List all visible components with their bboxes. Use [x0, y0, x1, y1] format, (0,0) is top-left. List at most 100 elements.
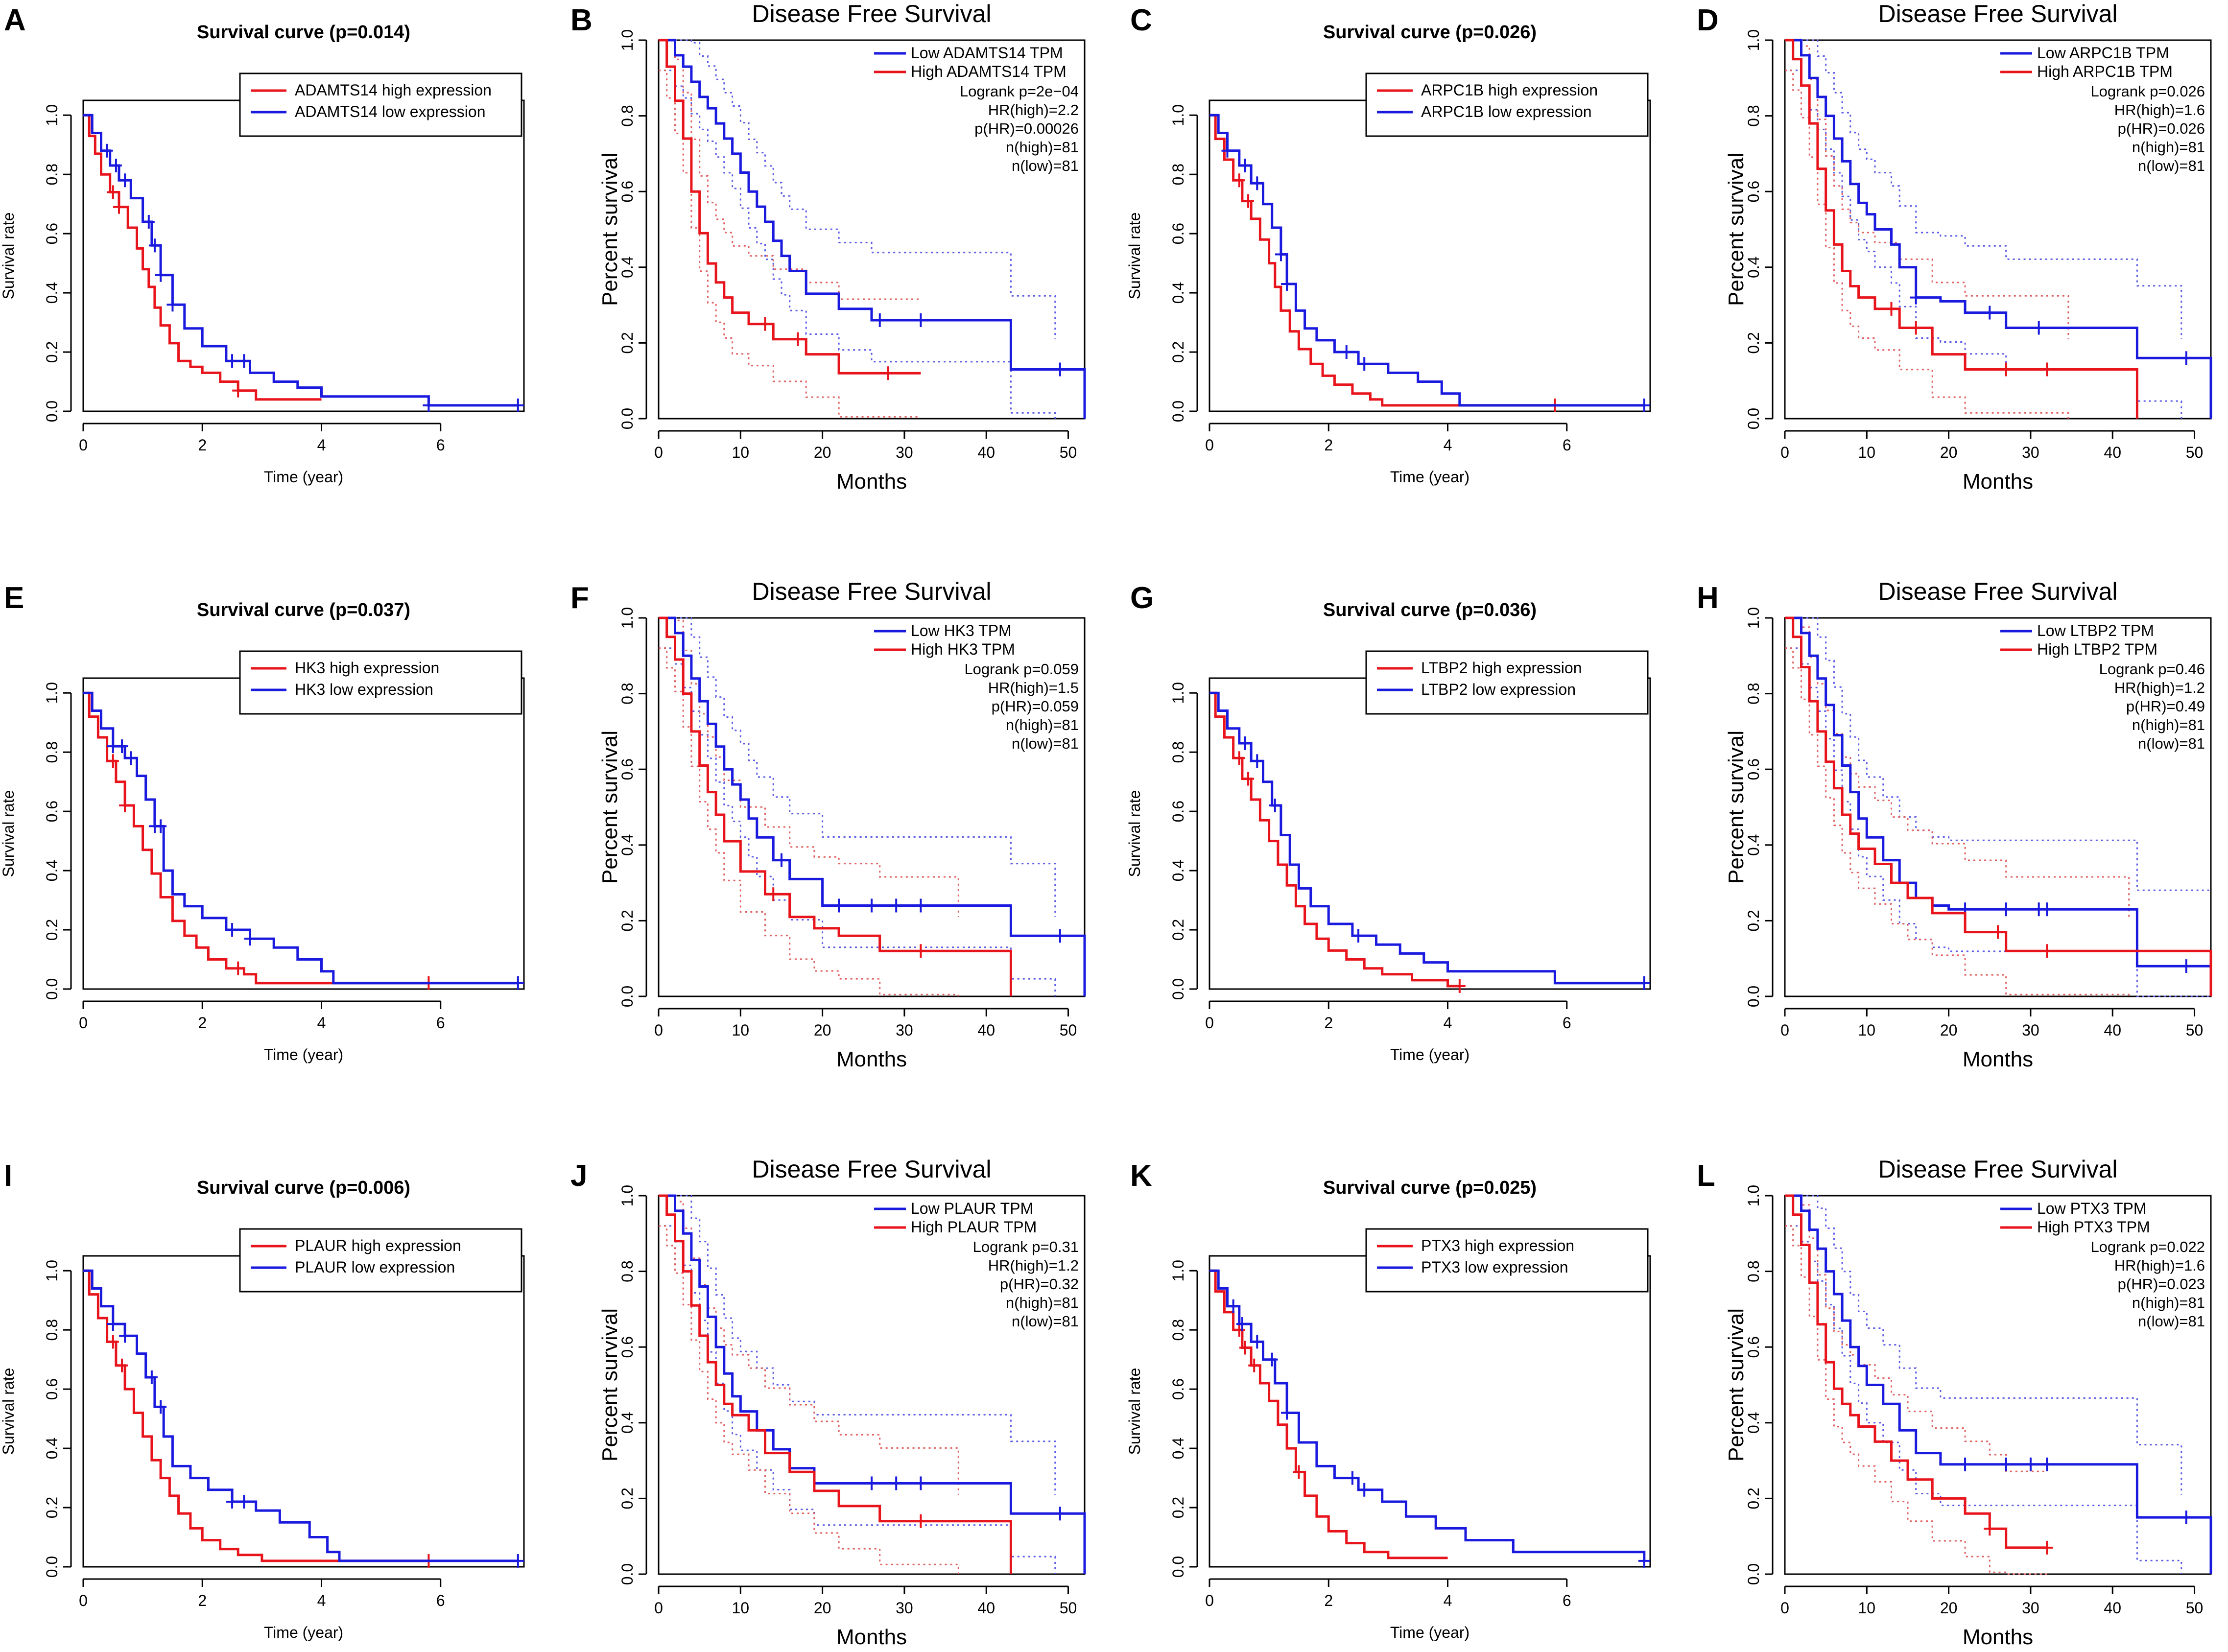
legend-entry: PLAUR high expression [295, 1237, 461, 1254]
stat-line: p(HR)=0.059 [992, 698, 1079, 715]
y-tick-label: 0.8 [43, 741, 61, 763]
legend-box [869, 619, 1083, 662]
series-high-line [659, 616, 1012, 996]
stat-line: HR(high)=1.2 [2114, 679, 2205, 696]
x-tick-label: 4 [317, 1592, 326, 1609]
legend-box [239, 1228, 522, 1293]
y-tick-label: 0.0 [618, 408, 636, 429]
y-tick-label: 0.2 [1745, 910, 1762, 931]
y-tick-label: 0.0 [618, 1563, 636, 1585]
y-tick-label: 0.4 [1169, 282, 1187, 304]
plot-frame [658, 1195, 1086, 1575]
y-axis-label: Survival rate [0, 1368, 17, 1455]
stat-line: n(high)=81 [2132, 139, 2205, 156]
x-tick-label: 50 [2186, 1021, 2204, 1039]
x-tick-label: 0 [654, 444, 663, 461]
stat-line: p(HR)=0.00026 [974, 120, 1079, 137]
y-tick-label: 1.0 [1745, 1185, 1762, 1206]
x-tick-label: 10 [732, 1599, 750, 1617]
y-tick-label: 0.2 [618, 332, 636, 354]
y-tick-label: 0.2 [618, 910, 636, 931]
ci-lower-high [659, 70, 921, 418]
y-tick-label: 0.0 [1745, 986, 1762, 1007]
y-tick-label: 0.8 [1745, 105, 1762, 126]
x-axis-label: Months [836, 470, 907, 494]
y-tick-label: 0.6 [1169, 223, 1187, 244]
y-tick-label: 0.8 [618, 683, 636, 704]
x-tick-label: 0 [1780, 1599, 1789, 1617]
y-tick-label: 0.0 [1745, 1563, 1762, 1585]
legend-entry: ADAMTS14 low expression [295, 103, 485, 120]
panel-h: H Disease Free Survival 0 10 20 30 40 50 0.0 0.2 0… [1697, 578, 2212, 1071]
panel-letter: H [1697, 581, 1719, 615]
x-tick-label: 40 [2104, 1599, 2121, 1617]
legend-entry: HK3 low expression [295, 681, 433, 698]
y-tick-label: 0.4 [43, 1438, 61, 1459]
ci-lower-high [1785, 647, 2130, 996]
x-axis-label: Months [836, 1625, 907, 1649]
x-tick-label: 20 [1940, 444, 1958, 461]
x-tick-label: 6 [436, 1592, 445, 1609]
series-high-line [1209, 1269, 1448, 1559]
y-tick-label: 0.4 [1169, 1438, 1187, 1459]
series-high-line [1209, 691, 1460, 988]
stat-line: HR(high)=1.5 [988, 679, 1079, 696]
stat-line: p(HR)=0.49 [2126, 698, 2205, 715]
y-tick-label: 0.4 [618, 1412, 636, 1434]
x-tick-label: 50 [1060, 1021, 1077, 1039]
x-tick-label: 4 [1444, 1014, 1452, 1032]
panel-letter: K [1130, 1159, 1152, 1193]
x-tick-label: 0 [79, 1014, 88, 1032]
y-axis-label: Percent survival [598, 153, 622, 306]
y-tick-label: 0.8 [43, 164, 61, 185]
y-tick-label: 0.2 [43, 341, 61, 363]
legend-entry: High ARPC1B TPM [2037, 63, 2173, 80]
y-tick-label: 0.4 [1745, 1412, 1762, 1434]
legend-entry: PTX3 high expression [1421, 1237, 1574, 1254]
series-high-line [1785, 616, 2212, 996]
x-tick-label: 50 [2186, 444, 2204, 461]
x-tick-label: 30 [2022, 444, 2039, 461]
chart-title: Survival curve (p=0.006) [197, 1178, 410, 1198]
y-tick-label: 0.6 [43, 1378, 61, 1400]
x-tick-label: 0 [654, 1021, 663, 1039]
y-tick-label: 0.6 [43, 801, 61, 822]
x-tick-label: 40 [2104, 444, 2121, 461]
stat-line: n(high)=81 [1006, 716, 1079, 733]
x-tick-label: 4 [317, 1014, 326, 1032]
ci-lower-low [659, 70, 1056, 419]
y-tick-label: 1.0 [1745, 607, 1762, 629]
plot-frame [658, 617, 1086, 997]
x-tick-label: 2 [198, 1014, 207, 1032]
x-tick-label: 2 [1324, 436, 1333, 454]
y-tick-label: 1.0 [43, 104, 61, 126]
y-tick-label: 0.6 [1169, 801, 1187, 822]
legend-box [869, 42, 1083, 85]
ci-upper-high [1785, 617, 2130, 917]
ci-upper-low [659, 39, 1056, 339]
x-axis-label: Months [836, 1047, 907, 1071]
y-tick-label: 0.2 [1169, 919, 1187, 941]
chart-title: Disease Free Survival [752, 578, 991, 605]
x-axis-label: Months [1963, 1047, 2033, 1071]
y-tick-label: 0.8 [43, 1319, 61, 1341]
y-tick-label: 0.6 [618, 758, 636, 780]
x-tick-label: 10 [1858, 1021, 1876, 1039]
x-tick-label: 40 [2104, 1021, 2121, 1039]
y-tick-label: 0.8 [618, 1260, 636, 1282]
y-tick-label: 0.8 [1169, 1319, 1187, 1341]
y-axis-label: Percent survival [598, 731, 622, 884]
stat-line: n(high)=81 [1006, 1294, 1079, 1311]
y-axis-label: Survival rate [0, 212, 17, 300]
legend-entry: High ADAMTS14 TPM [911, 63, 1067, 80]
y-axis-label: Percent survival [598, 1308, 622, 1462]
legend-entry: Low ARPC1B TPM [2037, 44, 2169, 62]
y-tick-label: 1.0 [1169, 1260, 1187, 1281]
ci-lower-high [1785, 1225, 2047, 1575]
legend-entry: ADAMTS14 high expression [295, 81, 492, 99]
y-tick-label: 0.6 [1745, 1336, 1762, 1358]
plot-frame [1209, 1255, 1651, 1568]
x-tick-label: 2 [198, 1592, 207, 1609]
x-tick-label: 30 [896, 444, 913, 461]
y-tick-label: 0.2 [43, 1497, 61, 1518]
